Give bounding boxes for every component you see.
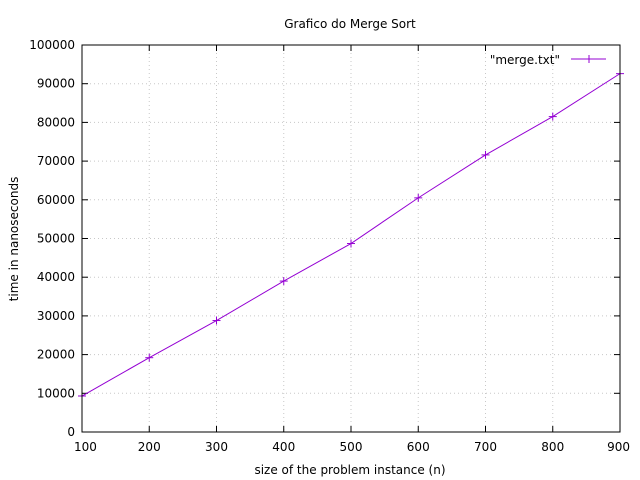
x-tick-label: 500 [340, 440, 363, 454]
plot-frame [81, 44, 621, 433]
y-tick-label: 0 [67, 425, 75, 439]
data-point [145, 353, 154, 362]
y-tick-label: 70000 [37, 154, 75, 168]
y-tick-label: 60000 [37, 193, 75, 207]
data-point [481, 150, 490, 159]
x-tick-label: 200 [138, 440, 161, 454]
axis-ticks: 0 10000 20000 30000 40000 50000 60000 70000 8000… [29, 38, 630, 454]
series-layer [78, 69, 624, 401]
y-tick-label: 10000 [37, 386, 75, 400]
x-axis-label: size of the problem instance (n) [254, 463, 445, 477]
grid-lines [82, 45, 620, 432]
y-tick-label: 100000 [29, 38, 75, 52]
y-tick-label: 30000 [37, 309, 75, 323]
x-tick-label: 700 [474, 440, 497, 454]
data-point [414, 193, 423, 202]
legend: "merge.txt" [490, 53, 606, 67]
x-tick-label: 400 [272, 440, 295, 454]
y-tick-label: 40000 [37, 270, 75, 284]
y-tick-label: 50000 [37, 232, 75, 246]
x-tick-label: 600 [407, 440, 430, 454]
data-point [279, 277, 288, 286]
x-tick-label: 100 [74, 440, 97, 454]
chart-title: Grafico do Merge Sort [284, 17, 416, 31]
data-point [548, 112, 557, 121]
x-tick-label: 300 [205, 440, 228, 454]
x-tick-label: 900 [607, 440, 630, 454]
x-tick-label: 800 [541, 440, 564, 454]
data-point [212, 316, 221, 325]
legend-marker [585, 55, 593, 63]
y-tick-label: 80000 [37, 115, 75, 129]
y-tick-label: 90000 [37, 77, 75, 91]
y-tick-label: 20000 [37, 348, 75, 362]
legend-label: "merge.txt" [490, 53, 560, 67]
data-point [347, 239, 355, 248]
y-axis-label: time in nanoseconds [7, 177, 21, 302]
